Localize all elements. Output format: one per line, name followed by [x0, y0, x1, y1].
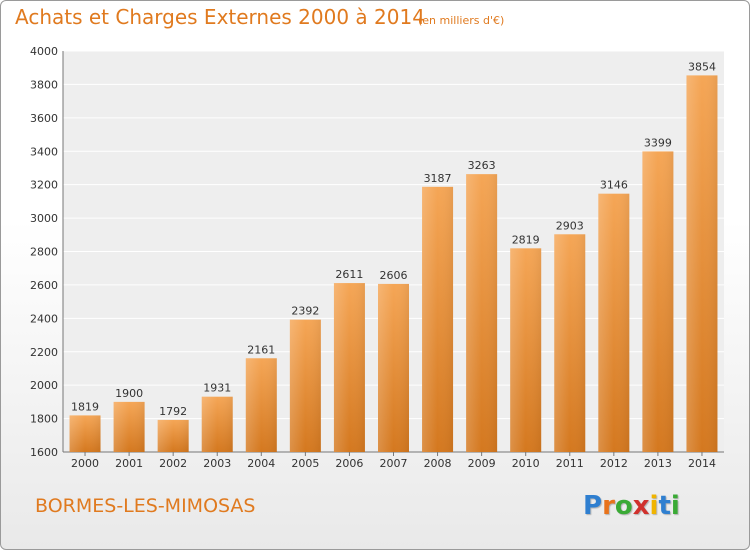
logo-letter: r — [602, 491, 615, 521]
y-tick-label: 2800 — [30, 246, 58, 259]
data-label: 3399 — [644, 136, 672, 149]
logo-letter: i — [670, 491, 680, 521]
data-label: 2903 — [556, 219, 584, 232]
y-tick-label: 4000 — [30, 45, 58, 58]
y-tick-label: 2400 — [30, 312, 58, 325]
bar-shine — [113, 401, 145, 452]
bar-shine — [466, 174, 498, 452]
commune-name: BORMES-LES-MIMOSAS — [35, 495, 256, 517]
data-label: 3263 — [468, 159, 496, 172]
x-tick-label: 2005 — [291, 457, 319, 470]
y-tick-label: 3800 — [30, 78, 58, 91]
y-tick-label: 2200 — [30, 346, 58, 359]
x-tick-label: 2000 — [71, 457, 99, 470]
data-label: 1792 — [159, 405, 187, 418]
bar-shine — [598, 193, 630, 453]
data-label: 3854 — [688, 60, 716, 73]
bar-shine — [333, 283, 365, 452]
chart-title: Achats et Charges Externes 2000 à 2014 — [15, 5, 425, 29]
logo-letter: i — [649, 491, 659, 521]
x-tick-label: 2010 — [512, 457, 540, 470]
chart-subtitle: (en milliers d'€) — [418, 14, 505, 27]
x-tick-label: 2001 — [115, 457, 143, 470]
data-label: 2161 — [247, 343, 275, 356]
data-label: 3146 — [600, 179, 628, 192]
bar-shine — [686, 75, 718, 452]
y-tick-label: 3400 — [30, 145, 58, 158]
y-tick-label: 2000 — [30, 379, 58, 392]
data-label: 2606 — [380, 269, 408, 282]
data-label: 2611 — [335, 268, 363, 281]
x-tick-label: 2014 — [688, 457, 716, 470]
x-tick-label: 2006 — [335, 457, 363, 470]
bar-shine — [378, 283, 409, 452]
data-label: 1931 — [203, 382, 231, 395]
bar-shine — [289, 319, 321, 452]
x-tick-label: 2003 — [203, 457, 231, 470]
bar-shine — [245, 358, 277, 452]
x-tick-label: 2002 — [159, 457, 187, 470]
bar-shine — [201, 396, 233, 452]
y-tick-label: 3600 — [30, 112, 58, 125]
bar-shine — [554, 234, 586, 452]
bar-shine — [157, 419, 189, 452]
data-label: 3187 — [424, 172, 452, 185]
x-tick-label: 2009 — [468, 457, 496, 470]
bar-shine — [510, 248, 542, 452]
y-tick-label: 3200 — [30, 179, 58, 192]
x-tick-label: 2011 — [556, 457, 584, 470]
proxiti-logo: Proxiti — [583, 491, 680, 521]
data-label: 1900 — [115, 387, 143, 400]
x-tick-label: 2012 — [600, 457, 628, 470]
data-label: 2392 — [291, 305, 319, 318]
x-tick-label: 2013 — [644, 457, 672, 470]
y-tick-label: 2600 — [30, 279, 58, 292]
logo-letter: t — [658, 491, 671, 521]
bar-shine — [69, 415, 101, 452]
bar-shine — [642, 151, 674, 452]
logo-letter: x — [632, 491, 650, 521]
y-tick-label: 1600 — [30, 446, 58, 459]
y-tick-label: 1800 — [30, 413, 58, 426]
x-tick-label: 2004 — [247, 457, 275, 470]
data-label: 2819 — [512, 233, 540, 246]
x-tick-label: 2008 — [424, 457, 452, 470]
logo-letter: o — [614, 491, 633, 521]
x-tick-label: 2007 — [380, 457, 408, 470]
data-label: 1819 — [71, 400, 99, 413]
logo-letter: P — [583, 491, 603, 521]
y-tick-label: 3000 — [30, 212, 58, 225]
bar-shine — [422, 186, 454, 452]
